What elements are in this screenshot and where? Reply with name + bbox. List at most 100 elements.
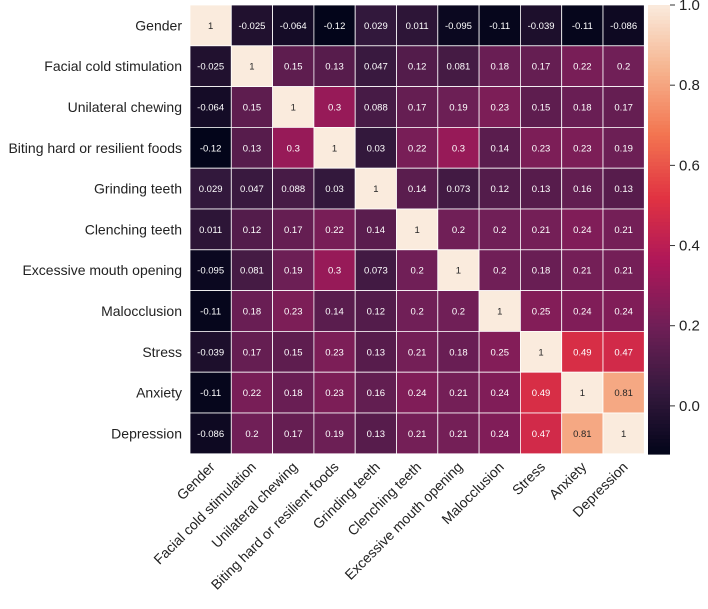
cell-value-label: 0.15 (532, 103, 551, 114)
row-label: Depression (111, 425, 182, 441)
cell-value-label: 0.13 (325, 62, 344, 73)
heatmap-cell (602, 86, 645, 128)
cell-value-label: 0.19 (284, 266, 303, 277)
heatmap-cell (602, 412, 645, 455)
column-label: Clenching teeth (344, 459, 424, 539)
cell-value-label: 0.13 (614, 184, 633, 195)
heatmap-cell (230, 167, 274, 210)
heatmap-cell (478, 371, 521, 414)
heatmap-cell (354, 86, 397, 128)
cell-value-label: 0.3 (287, 143, 300, 154)
heatmap-cell (437, 167, 480, 210)
cell-value-label: 0.011 (199, 225, 222, 236)
cell-value-label: 0.19 (449, 103, 468, 114)
cell-value-label: 0.047 (364, 62, 388, 73)
cell-value-label: 0.24 (573, 307, 592, 318)
heatmap-cell (354, 371, 397, 414)
heatmap-cell (437, 290, 480, 332)
cell-value-label: 0.18 (284, 388, 303, 399)
cell-value-label: 0.17 (284, 429, 303, 440)
cell-value-label: 0.23 (325, 388, 344, 399)
heatmap-cell (272, 4, 315, 47)
cell-value-label: 0.25 (491, 347, 510, 358)
heatmap-cell (354, 167, 397, 210)
heatmap-cell (520, 371, 563, 414)
heatmap-cell (354, 45, 397, 87)
heatmap-cell (189, 86, 232, 128)
cell-value-label: 0.24 (614, 307, 633, 318)
heatmap-cell (437, 45, 480, 87)
cell-value-label: 0.073 (447, 184, 471, 195)
cell-value-label: -0.12 (200, 143, 222, 154)
cell-value-label: 0.13 (243, 143, 262, 154)
cell-value-label: 0.18 (532, 266, 551, 277)
heatmap-cell (478, 45, 521, 87)
heatmap-cell (520, 45, 563, 87)
cell-value-label: -0.11 (200, 307, 221, 318)
cell-value-label: 0.24 (491, 429, 510, 440)
heatmap-cell (272, 412, 315, 455)
heatmap-cell (520, 412, 563, 455)
heatmap-cell (520, 127, 563, 169)
heatmap-cell (313, 208, 356, 251)
cell-value-label: 0.22 (408, 143, 427, 154)
heatmap-cell (313, 249, 356, 292)
cell-value-label: 0.2 (493, 266, 506, 277)
cell-value-label: 0.23 (573, 143, 592, 154)
cell-value-label: 0.47 (532, 429, 551, 440)
cell-value-label: 0.2 (617, 62, 630, 73)
heatmap-cell (478, 330, 521, 373)
cell-value-label: 0.21 (573, 266, 592, 277)
cell-value-label: 0.15 (243, 103, 262, 114)
cell-value-label: 0.011 (406, 21, 429, 32)
cell-value-label: -0.11 (489, 21, 510, 32)
cell-value-label: 0.2 (245, 429, 258, 440)
cell-value-label: 0.21 (532, 225, 551, 236)
heatmap-cell (561, 330, 604, 373)
heatmap-cell (602, 4, 645, 47)
cell-value-label: 0.21 (614, 266, 633, 277)
row-label: Biting hard or resilient foods (8, 140, 182, 156)
cell-value-label: 0.22 (573, 62, 592, 73)
row-label: Grinding teeth (94, 181, 182, 197)
heatmap-cell (354, 290, 397, 332)
cell-value-label: -0.025 (238, 21, 265, 32)
heatmap-cell (396, 127, 439, 169)
cell-value-label: 0.12 (491, 184, 510, 195)
heatmap-cell (189, 330, 232, 373)
heatmap-cell (272, 249, 315, 292)
heatmap-cell (478, 249, 521, 292)
heatmap-cell (189, 290, 232, 332)
cell-value-label: 1 (332, 143, 337, 154)
cell-value-label: 0.23 (491, 103, 510, 114)
row-label: Excessive mouth opening (22, 262, 182, 278)
cell-value-label: 0.18 (243, 307, 262, 318)
heatmap-cell (354, 412, 397, 455)
cell-value-label: 0.23 (532, 143, 551, 154)
cell-value-label: 0.19 (325, 429, 344, 440)
cell-value-label: 1 (415, 225, 420, 236)
heatmap-cell (561, 45, 604, 87)
heatmap-cell (230, 249, 274, 292)
cell-value-label: 0.14 (408, 184, 427, 195)
cell-value-label: -0.025 (197, 62, 224, 73)
cell-value-label: -0.12 (324, 21, 346, 32)
cell-value-label: 0.22 (325, 225, 344, 236)
heatmap-cell (396, 4, 439, 47)
heatmap-cell (602, 290, 645, 332)
cell-value-label: 0.23 (284, 307, 303, 318)
cell-value-label: 0.18 (573, 103, 592, 114)
heatmap-cell (520, 249, 563, 292)
heatmap-cell (272, 86, 315, 128)
cell-value-label: -0.064 (197, 103, 224, 114)
cell-value-label: 0.029 (199, 184, 223, 195)
cell-value-label: 0.2 (452, 307, 465, 318)
cell-value-label: -0.11 (572, 21, 593, 32)
cell-value-label: 0.21 (408, 429, 427, 440)
cell-value-label: 0.13 (367, 429, 386, 440)
cell-value-label: 0.81 (573, 429, 592, 440)
cell-value-label: 0.13 (532, 184, 551, 195)
heatmap-cell (437, 249, 480, 292)
heatmap-cell (478, 4, 521, 47)
cell-value-label: 0.3 (328, 266, 341, 277)
